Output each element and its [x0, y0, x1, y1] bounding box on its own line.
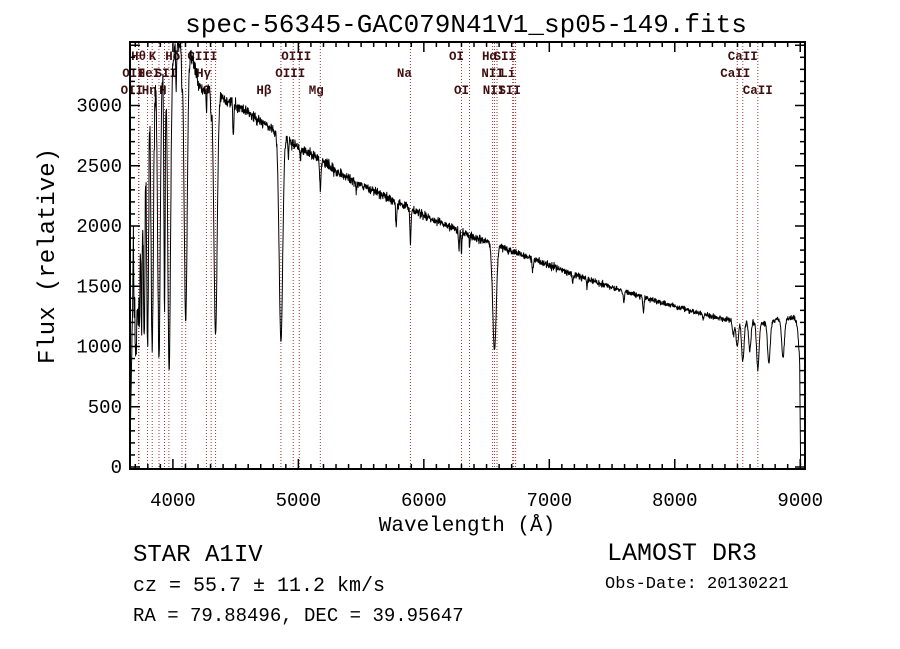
spectral-line-label: SII: [498, 84, 521, 98]
spectral-line-label: Na: [397, 67, 413, 81]
spectral-line-label: NII: [483, 84, 506, 98]
x-tick-label: 4000: [150, 490, 196, 512]
y-tick-label: 1500: [76, 276, 122, 298]
spectral-line-label: OI: [449, 50, 464, 64]
y-tick-label: 3000: [76, 96, 122, 118]
spectral-line-label: OI: [454, 84, 469, 98]
spectral-line-label: HeI: [138, 67, 161, 81]
x-tick-label: 6000: [401, 490, 447, 512]
y-tick-label: 0: [111, 457, 122, 479]
survey-text: LAMOST DR3: [607, 539, 757, 568]
cz-text: cz = 55.7 ± 11.2 km/s: [133, 575, 385, 598]
spectral-line-label: SII: [493, 50, 516, 64]
y-tick-label: 1000: [76, 337, 122, 359]
spectral-line-label: OIII: [281, 50, 311, 64]
spectrum-trace: [129, 42, 802, 466]
spectral-line-label: CIII: [187, 50, 217, 64]
x-axis-label: Wavelength (Å): [379, 515, 555, 538]
spectral-line-label: OII: [121, 84, 144, 98]
spectral-line-label: Hθ: [131, 50, 146, 64]
y-axis-label: Flux (relative): [35, 148, 62, 364]
spectral-line-label: Hη: [142, 84, 157, 98]
y-tick-label: 2500: [76, 156, 122, 178]
spectral-line-label: CaII: [728, 50, 758, 64]
spectral-line-label: OIII: [275, 67, 305, 81]
spectral-line-label: NII: [481, 67, 504, 81]
spectral-line-label: Li: [500, 67, 515, 81]
x-tick-label: 7000: [526, 490, 572, 512]
spectral-line-label: Hγ: [196, 67, 212, 81]
obs-date-text: Obs-Date: 20130221: [605, 575, 789, 594]
x-tick-label: 9000: [777, 490, 823, 512]
y-tick-label: 500: [88, 397, 122, 419]
spectral-line-label: K: [149, 50, 157, 64]
x-tick-label: 5000: [276, 490, 322, 512]
spectral-line-label: Hβ: [256, 84, 272, 98]
spectral-line-label: Hα: [482, 50, 498, 64]
spectral-line-label: CaII: [743, 84, 773, 98]
chart-title: spec-56345-GAC079N41V1_sp05-149.fits: [185, 10, 747, 40]
spectral-line-label: SII: [155, 67, 178, 81]
x-tick-label: 8000: [652, 490, 698, 512]
radec-text: RA = 79.88496, DEC = 39.95647: [133, 605, 464, 627]
spectral-line-label: CaII: [720, 67, 750, 81]
y-tick-label: 2000: [76, 216, 122, 238]
spectral-line-label: Mg: [309, 84, 324, 98]
plot-border: [129, 41, 806, 470]
classification-text: STAR A1IV: [133, 542, 263, 569]
